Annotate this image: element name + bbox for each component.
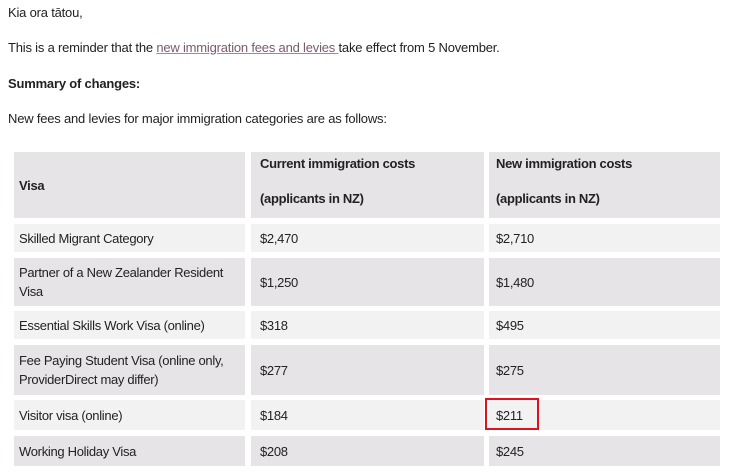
row-current: $1,250 bbox=[251, 258, 484, 306]
row-current: $318 bbox=[251, 311, 484, 339]
reminder-text-after: take effect from 5 November. bbox=[338, 40, 500, 55]
row-new: $495 bbox=[489, 311, 720, 339]
summary-heading-text: Summary of changes: bbox=[8, 76, 141, 91]
fees-link[interactable]: new immigration fees and levies bbox=[156, 40, 339, 55]
header-visa: Visa bbox=[14, 152, 245, 218]
row-visa: Skilled Migrant Category bbox=[14, 224, 245, 252]
reminder-paragraph: This is a reminder that the new immigrat… bbox=[8, 40, 500, 55]
header-new-line1: New immigration costs bbox=[496, 156, 633, 171]
row-current: $184 bbox=[251, 400, 484, 430]
row-new: $2,710 bbox=[489, 224, 720, 252]
summary-heading: Summary of changes: bbox=[8, 76, 140, 91]
row-current: $2,470 bbox=[251, 224, 484, 252]
header-current-line1: Current immigration costs bbox=[260, 156, 416, 171]
row-new: $245 bbox=[489, 436, 720, 466]
row-visa: Partner of a New Zealander Resident Visa bbox=[14, 258, 245, 306]
row-new: $211 bbox=[489, 400, 720, 430]
greeting: Kia ora tātou, bbox=[8, 5, 83, 20]
row-visa: Working Holiday Visa bbox=[14, 436, 245, 466]
row-current: $208 bbox=[251, 436, 484, 466]
header-new: New immigration costs (applicants in NZ) bbox=[489, 152, 720, 218]
header-current-line2: (applicants in NZ) bbox=[260, 191, 364, 206]
highlight-box bbox=[485, 398, 539, 430]
reminder-text-before: This is a reminder that the bbox=[8, 40, 157, 55]
intro-paragraph: New fees and levies for major immigratio… bbox=[8, 111, 387, 126]
row-visa: Essential Skills Work Visa (online) bbox=[14, 311, 245, 339]
header-new-line2: (applicants in NZ) bbox=[496, 191, 600, 206]
row-visa: Visitor visa (online) bbox=[14, 400, 245, 430]
header-current: Current immigration costs (applicants in … bbox=[251, 152, 484, 218]
row-new: $1,480 bbox=[489, 258, 720, 306]
row-new: $275 bbox=[489, 345, 720, 395]
row-visa: Fee Paying Student Visa (online only, Pr… bbox=[14, 345, 245, 395]
row-current: $277 bbox=[251, 345, 484, 395]
